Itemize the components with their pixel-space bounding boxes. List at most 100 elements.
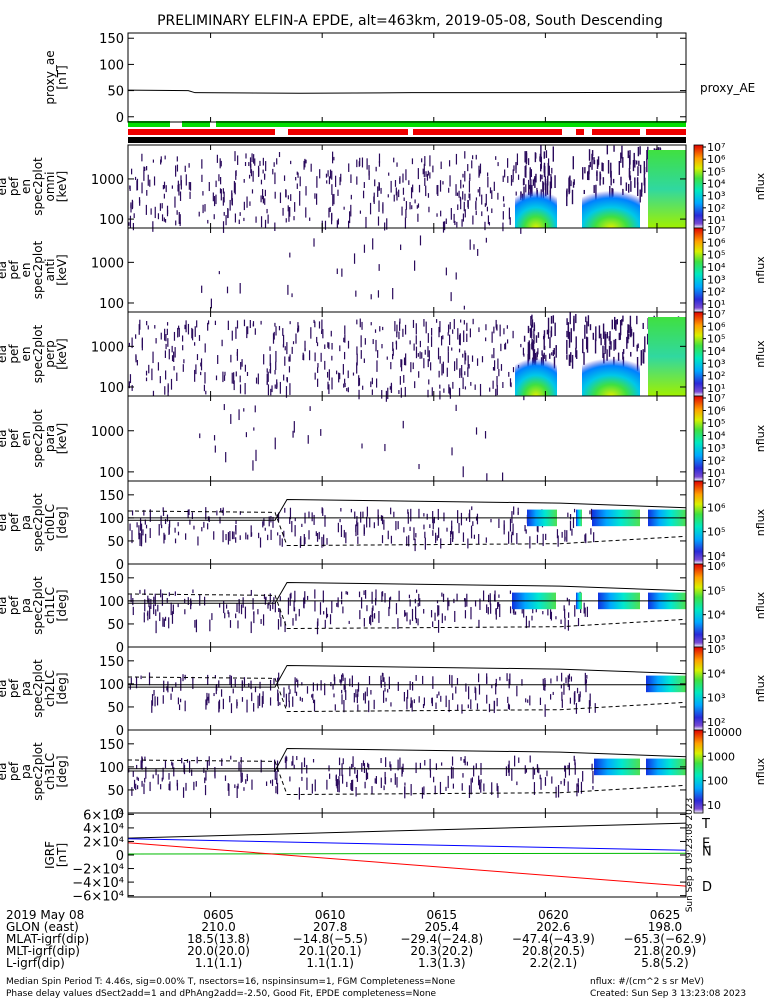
pa-mark xyxy=(409,681,411,690)
pa-mark xyxy=(390,764,392,771)
spec-mark xyxy=(547,175,549,186)
spec-mark xyxy=(376,378,378,388)
spec-mark xyxy=(390,362,392,370)
spec-mark xyxy=(267,371,269,382)
loss-cone-lower xyxy=(127,510,687,547)
pa-mark xyxy=(454,610,456,622)
spec-mark xyxy=(453,319,455,330)
spec-mark xyxy=(568,331,571,348)
spec-mark xyxy=(161,203,163,209)
spec-mark xyxy=(444,221,446,231)
pa-mark xyxy=(292,755,294,766)
pa-mark xyxy=(322,508,324,516)
pa-mark xyxy=(384,687,386,692)
spec-mark xyxy=(470,381,472,386)
pa-mark xyxy=(450,766,453,779)
loss-cone-upper xyxy=(128,664,687,688)
spec-mark xyxy=(214,320,217,326)
pa-mark xyxy=(415,674,417,681)
spec-mark xyxy=(403,374,405,383)
pa-mark xyxy=(312,699,315,704)
y-axis-label-line: ela xyxy=(0,762,9,780)
pa-mark xyxy=(201,527,203,532)
spec-mark xyxy=(455,272,457,280)
spec-mark xyxy=(589,324,592,331)
spec-mark xyxy=(234,213,237,223)
pa-mark xyxy=(204,785,207,796)
spec-mark xyxy=(358,161,360,167)
pa-mark xyxy=(580,609,582,613)
ephem-cell: 20.8(20.5) xyxy=(522,944,585,958)
spec-mark xyxy=(596,170,598,181)
pa-mark xyxy=(362,511,364,518)
pa-mark xyxy=(130,594,132,603)
pa-mark xyxy=(442,593,445,602)
spec-mark xyxy=(274,437,276,450)
y-tick-label: 150 xyxy=(99,655,124,670)
spec-mark xyxy=(322,329,324,339)
spec-mark xyxy=(568,354,571,366)
spec-mark xyxy=(133,213,135,219)
pa-mark xyxy=(208,516,210,523)
colorbar-label: nflux xyxy=(754,591,767,619)
pa-mark xyxy=(439,781,442,795)
spec-mark xyxy=(438,326,440,338)
pa-mark xyxy=(424,531,426,539)
ephem-row-label: 2019 May 08 xyxy=(6,908,84,922)
y-axis-label-line: spec2plot xyxy=(31,742,45,801)
pa-mark xyxy=(303,757,306,768)
spec-mark xyxy=(491,354,493,359)
spec-mark xyxy=(168,349,170,360)
pa-mark xyxy=(415,533,417,538)
pa-mark xyxy=(270,529,272,540)
pa-mark xyxy=(308,511,310,519)
y-axis-label-line: [nT] xyxy=(55,843,69,867)
spec-mark xyxy=(636,177,639,185)
pa-mark xyxy=(339,518,341,523)
pa-mark xyxy=(240,757,242,764)
pa-mark xyxy=(160,784,162,790)
y-axis-label-line: [deg] xyxy=(55,507,69,539)
pa-mark xyxy=(511,511,513,524)
pa-mark xyxy=(334,704,336,711)
pa-mark xyxy=(369,517,371,528)
spec-mark xyxy=(254,328,256,335)
pa-mark xyxy=(455,686,457,694)
series-igrf-T xyxy=(127,822,687,839)
spec-mark xyxy=(547,328,550,339)
spec-mark xyxy=(358,375,360,387)
pa-mark xyxy=(496,783,498,792)
pa-mark xyxy=(450,526,453,535)
spec-mark xyxy=(479,163,482,174)
spec-mark xyxy=(278,152,281,158)
spec-mark xyxy=(326,371,329,378)
spec-mark xyxy=(487,215,490,225)
spec-mark xyxy=(481,194,483,205)
y-tick-label: 100 xyxy=(99,297,124,312)
pa-mark xyxy=(460,757,462,761)
spec-mark xyxy=(382,202,384,214)
spec-mark xyxy=(195,364,197,375)
colorbar-tick-label: 10⁵ xyxy=(707,584,725,597)
pa-mark xyxy=(182,674,184,682)
spec-mark xyxy=(174,347,176,358)
y-axis-label-line: en xyxy=(19,263,33,278)
spec-mark xyxy=(244,383,246,395)
colorbar-tick-label: 10¹ xyxy=(707,214,725,227)
pa-mark xyxy=(360,597,363,609)
pa-mark xyxy=(451,675,453,688)
pa-mark xyxy=(333,693,335,698)
spec-mark xyxy=(452,381,454,389)
pa-mark xyxy=(362,760,365,766)
ephem-row-label: L-igrf(dip) xyxy=(6,956,65,970)
pa-mark xyxy=(203,521,205,528)
spec-mark xyxy=(165,370,167,380)
spec-mark xyxy=(458,387,461,397)
pa-mark xyxy=(418,508,420,519)
spec-mark xyxy=(344,378,346,384)
y-axis-label-line: pef xyxy=(7,595,21,615)
pa-mark xyxy=(195,619,198,633)
spec-mark xyxy=(478,327,480,333)
pa-mark xyxy=(556,675,558,682)
pa-mark xyxy=(462,532,465,542)
